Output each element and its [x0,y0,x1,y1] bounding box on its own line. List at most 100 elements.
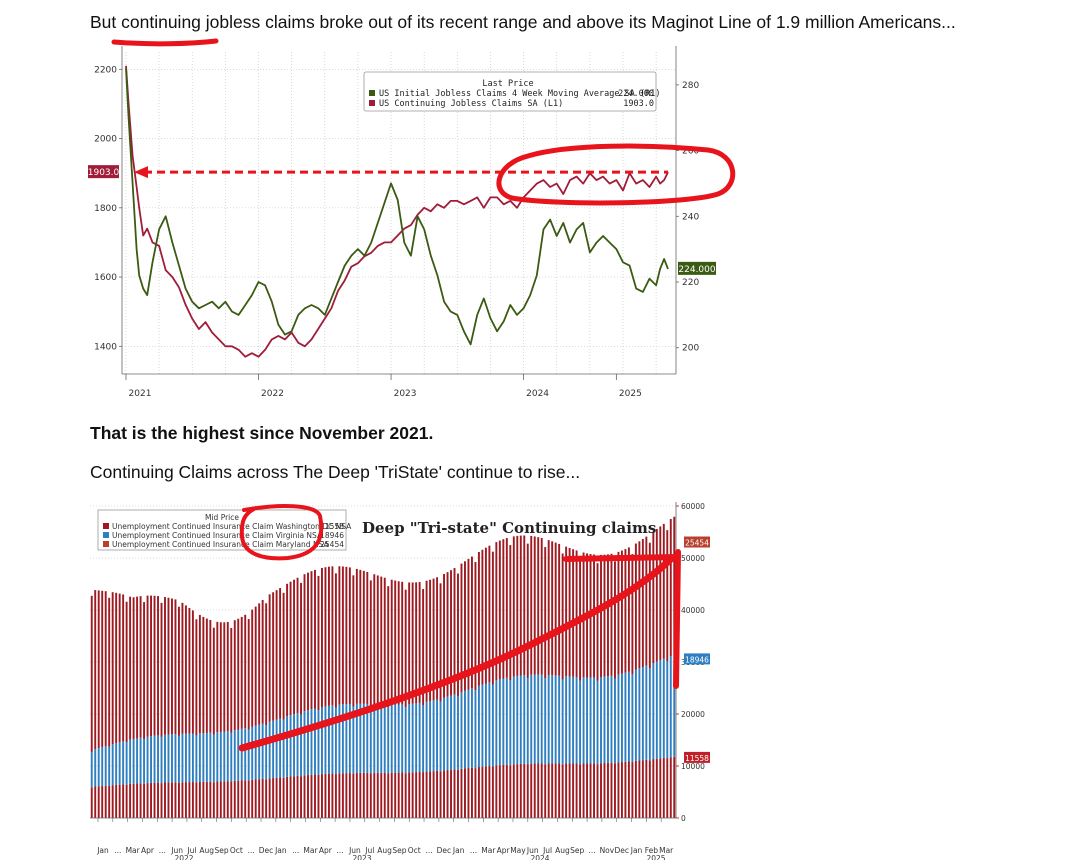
chart2-y-tick-label: 20000 [681,710,705,719]
bar-dc-segment [411,772,414,818]
bar-va-segment [327,705,330,774]
chart2-x-tick-label: Jan [630,846,643,855]
bar-va-segment [383,704,386,773]
bar-md-segment [373,574,376,705]
bar-md-segment [627,547,630,672]
chart2-x-tick-label: Jun [170,846,183,855]
bar-md-segment [254,606,257,726]
bar-md-segment [380,576,383,705]
chart1-right-tick-label: 220 [682,278,699,288]
bar-md-segment [481,549,484,685]
bar-dc-segment [355,772,358,818]
bar-dc-segment [327,773,330,818]
bar-dc-segment [540,763,543,818]
bar-va-segment [450,695,452,770]
legend-label-va: Unemployment Continued Insurance Claim V… [112,531,323,540]
chart2-x-tick-label: Dec [614,846,629,855]
bar-va-segment [533,674,536,764]
bar-dc-segment [572,763,575,818]
bar-dc-segment [247,780,250,818]
chart1-legend: Last Price US Initial Jobless Claims 4 W… [363,71,660,112]
chart2-x-tick-label: Jan [452,846,465,855]
chart2-x-tick-label: Mar [303,846,318,855]
bar-dc-segment [348,773,351,818]
bar-dc-segment [662,757,665,818]
chart2-x-tick-label: Sep [570,846,584,855]
bar-md-segment [450,570,452,696]
bar-va-segment [673,654,676,757]
bar-dc-segment [505,764,508,818]
bar-dc-segment [338,773,341,818]
legend-swatch-md [103,541,109,547]
bar-va-segment [310,709,313,775]
legend-value-initial: 224.000 [618,89,654,99]
bar-dc-segment [495,765,498,818]
bar-md-segment [547,540,550,675]
bar-dc-segment [470,767,473,818]
bar-dc-segment [272,778,275,818]
chart1-left-tick-label: 2000 [94,135,117,145]
bar-dc-segment [254,779,257,818]
bar-va-segment [484,683,487,767]
bar-md-segment [97,590,100,749]
bar-dc-segment [376,772,379,818]
bar-dc-segment [286,776,289,818]
bar-md-segment [659,526,662,661]
bar-va-segment [509,680,512,766]
bar-md-segment [411,582,414,704]
bar-va-segment [108,746,111,786]
bar-dc-segment [561,764,564,818]
bar-dc-segment [380,772,383,818]
bar-md-segment [209,619,212,733]
bar-va-segment [223,731,226,782]
bar-va-segment [617,674,620,763]
legend-label-dc: Unemployment Continued Insurance Claim W… [112,522,352,531]
bar-va-segment [631,674,634,763]
legend-value-md: 25454 [320,540,344,549]
bar-va-segment [251,726,254,780]
bar-md-segment [167,597,170,735]
bar-dc-segment [589,763,592,818]
bar-md-segment [512,536,515,677]
bar-md-segment [488,545,491,683]
bar-dc-segment [502,764,505,818]
bar-va-segment [164,734,166,783]
bar-va-segment [387,707,390,774]
bar-dc-segment [233,780,236,818]
bar-md-segment [143,602,146,739]
bar-md-segment [477,551,480,686]
bar-dc-segment [652,759,655,818]
bar-md-segment [219,622,222,732]
bar-va-segment [195,735,198,783]
bar-dc-segment [188,782,191,818]
va-last-value-text: 18946 [685,655,709,664]
bar-md-segment [634,543,637,670]
bar-dc-segment [181,782,184,818]
bar-md-segment [484,547,487,684]
bar-md-segment [359,569,362,704]
bar-md-segment [202,616,205,734]
bar-md-segment [216,621,219,733]
bar-md-segment [498,540,501,680]
bar-va-segment [293,714,296,777]
bar-md-segment [669,519,672,657]
bar-md-segment [551,541,554,676]
bar-md-segment [101,590,104,748]
initial-claims-line [125,68,669,346]
bar-va-segment [530,674,533,764]
bar-va-segment [565,676,568,764]
bar-md-segment [429,579,432,702]
bar-md-segment [265,603,268,726]
bar-dc-segment [115,784,118,818]
bar-va-segment [607,676,609,763]
bar-md-segment [268,594,271,722]
bar-va-segment [620,673,623,763]
bar-va-segment [258,724,261,780]
bar-va-segment [457,696,459,770]
bar-md-segment [446,572,449,697]
bar-va-segment [331,705,334,774]
bar-md-segment [422,589,425,706]
bar-dc-segment [390,772,393,818]
bar-md-segment [526,543,529,679]
bar-va-segment [544,678,547,765]
